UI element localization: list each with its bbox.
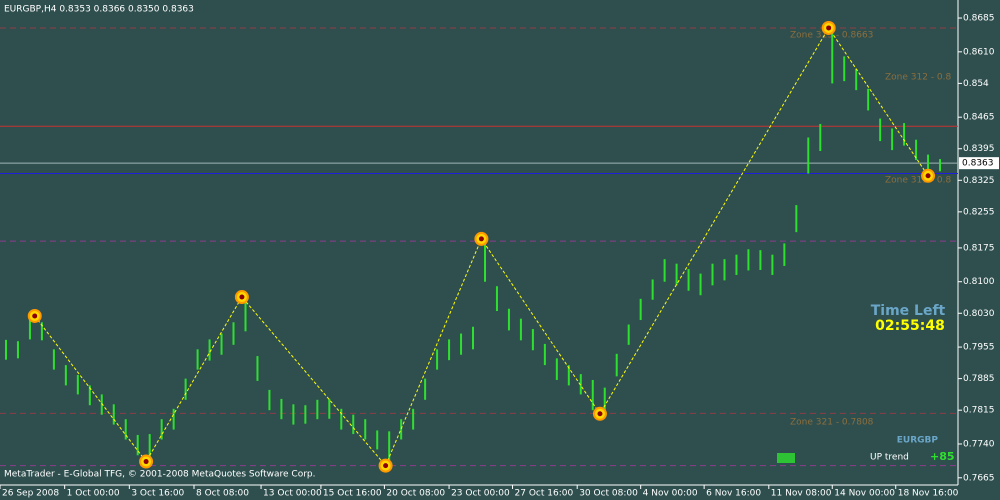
x-tick-label: 20 Oct 08:00 (386, 489, 445, 499)
x-tick-label: 11 Nov 08:00 (771, 489, 832, 499)
y-tick-label: 0.854 (963, 79, 989, 89)
x-tick-label: 27 Oct 16:00 (515, 489, 574, 499)
y-tick-label: 0.8685 (963, 14, 995, 24)
y-tick-label: 0.8030 (963, 309, 995, 319)
trend-icon (777, 453, 795, 463)
x-tick-label: 4 Nov 00:00 (643, 489, 698, 499)
y-tick-label: 0.8100 (963, 277, 995, 287)
zigzag-point-center (239, 294, 245, 300)
zigzag-point-center (925, 173, 931, 179)
y-tick-label: 0.8175 (963, 243, 995, 253)
y-tick-label: 0.7740 (963, 439, 995, 449)
zone-label: Zone 321 - 0.7808 (790, 418, 874, 428)
zigzag-line (34, 27, 929, 467)
zigzag-point-center (478, 236, 484, 242)
zone-label: Zone 311 - 0.8 (885, 176, 952, 186)
x-tick-label: 26 Sep 2008 (2, 489, 59, 499)
price-label: 0.8363 (962, 159, 994, 169)
y-tick-label: 0.7955 (963, 343, 995, 353)
zigzag-point-center (826, 25, 832, 31)
zigzag-point-center (32, 313, 38, 319)
chart-title: EURGBP,H4 0.8353 0.8366 0.8350 0.8363 (4, 5, 194, 15)
x-tick-label: 14 Nov 00:00 (834, 489, 895, 499)
y-tick-label: 0.8325 (963, 176, 995, 186)
timer-label: Time Left (871, 303, 946, 319)
x-tick-label: 6 Nov 16:00 (706, 489, 761, 499)
y-tick-label: 0.8395 (963, 144, 995, 154)
trend-label: UP trend (870, 453, 909, 463)
y-tick-label: 0.7815 (963, 406, 995, 416)
x-tick-label: 8 Oct 08:00 (196, 489, 249, 499)
y-tick-label: 0.7885 (963, 374, 995, 384)
x-tick-label: 15 Oct 16:00 (323, 489, 382, 499)
trend-symbol: EURGBP (897, 436, 939, 446)
y-tick-label: 0.8610 (963, 47, 995, 57)
footer: MetaTrader - E-Global TFG, © 2001-2008 M… (4, 470, 316, 480)
y-tick-label: 0.8465 (963, 113, 995, 123)
trend-score: +85 (930, 450, 955, 463)
price-label-box (959, 157, 999, 170)
zone-label: Zone 312 - 0.8 (885, 73, 952, 83)
y-tick-label: 0.8255 (963, 207, 995, 217)
x-tick-label: 13 Oct 00:00 (263, 489, 322, 499)
zigzag-point-center (597, 411, 603, 417)
x-tick-label: 1 Oct 00:00 (67, 489, 120, 499)
x-tick-label: 3 Oct 16:00 (131, 489, 184, 499)
zigzag-point-center (143, 459, 149, 465)
x-tick-label: 23 Oct 00:00 (451, 489, 510, 499)
y-tick-label: 0.7665 (963, 473, 995, 483)
x-tick-label: 18 Nov 16:00 (898, 489, 959, 499)
zigzag-point-center (383, 463, 389, 469)
timer-value: 02:55:48 (875, 318, 945, 334)
x-tick-label: 30 Oct 08:00 (579, 489, 638, 499)
